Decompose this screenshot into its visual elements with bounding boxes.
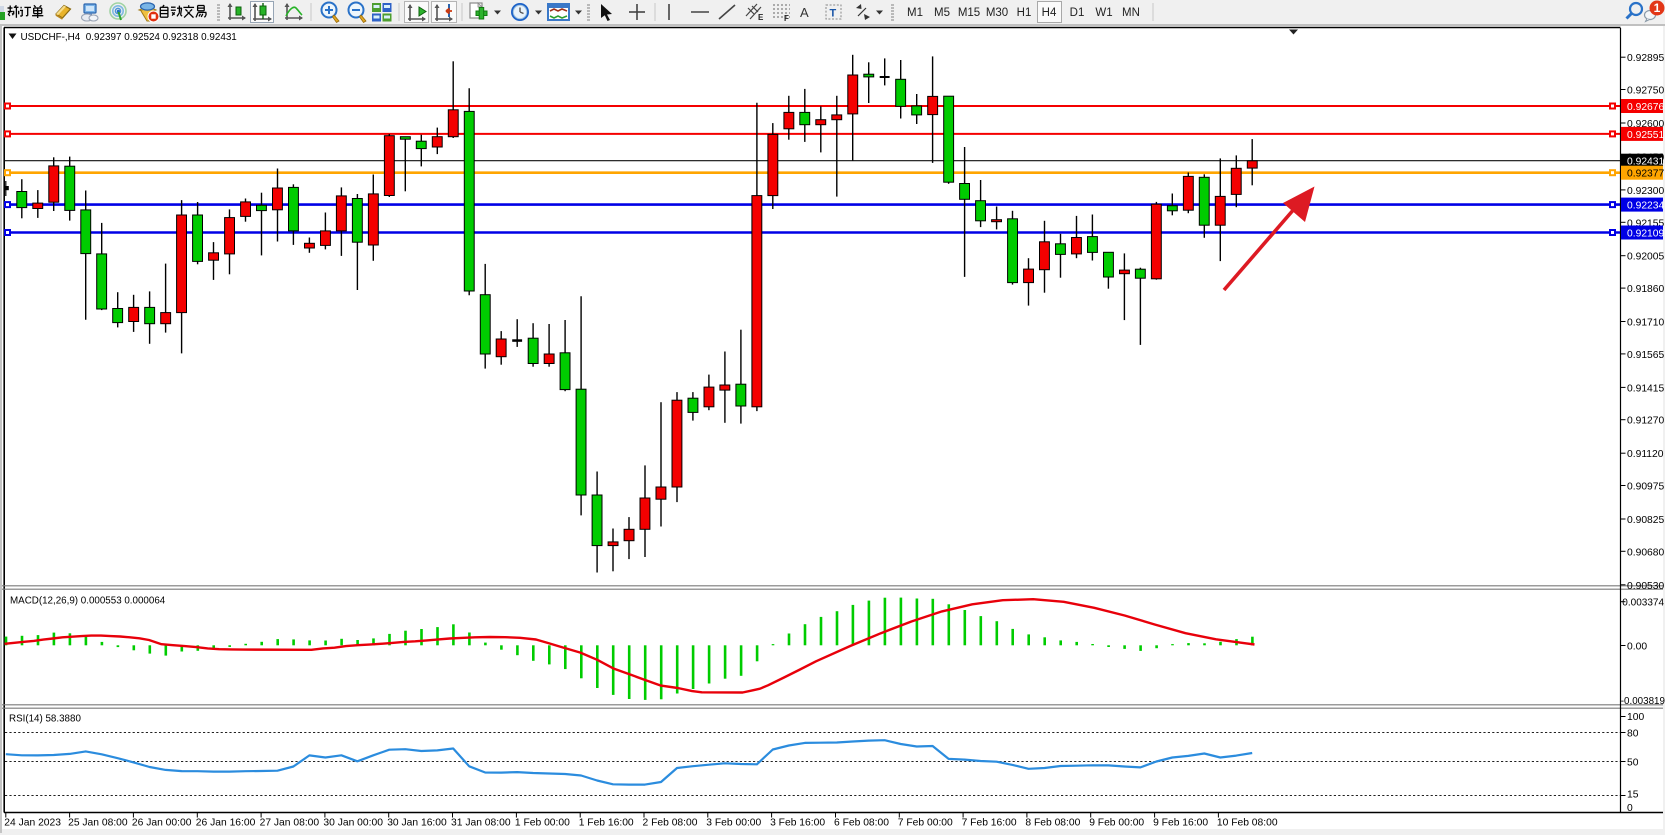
- svg-text:0.91415: 0.91415: [1627, 383, 1664, 394]
- svg-text:50: 50: [1627, 758, 1639, 769]
- svg-text:9 Feb 16:00: 9 Feb 16:00: [1153, 818, 1208, 829]
- svg-text:0.91120: 0.91120: [1627, 449, 1664, 460]
- svg-text:M1: M1: [907, 7, 923, 19]
- svg-text:A: A: [800, 5, 809, 20]
- svg-text:27 Jan 08:00: 27 Jan 08:00: [260, 818, 320, 829]
- svg-text:0.90825: 0.90825: [1627, 515, 1664, 526]
- svg-text:0.92300: 0.92300: [1627, 186, 1664, 197]
- svg-text:7 Feb 16:00: 7 Feb 16:00: [962, 818, 1017, 829]
- svg-text:M30: M30: [986, 7, 1008, 19]
- svg-text:0.91270: 0.91270: [1627, 416, 1664, 427]
- svg-text:26 Jan 16:00: 26 Jan 16:00: [196, 818, 256, 829]
- svg-text:7 Feb 00:00: 7 Feb 00:00: [898, 818, 953, 829]
- svg-text:0.90680: 0.90680: [1627, 547, 1664, 558]
- svg-text:3 Feb 16:00: 3 Feb 16:00: [770, 818, 825, 829]
- svg-text:25 Jan 08:00: 25 Jan 08:00: [68, 818, 128, 829]
- svg-text:0.92676: 0.92676: [1627, 102, 1664, 113]
- svg-text:30 Jan 16:00: 30 Jan 16:00: [387, 818, 447, 829]
- svg-text:0.92600: 0.92600: [1627, 119, 1664, 130]
- svg-text:0.92005: 0.92005: [1627, 252, 1664, 263]
- svg-text:1: 1: [1654, 1, 1661, 15]
- svg-text:0.92750: 0.92750: [1627, 86, 1664, 97]
- svg-text:1 Feb 16:00: 1 Feb 16:00: [579, 818, 634, 829]
- svg-text:0.92234: 0.92234: [1627, 201, 1664, 212]
- svg-text:24 Jan 2023: 24 Jan 2023: [4, 818, 61, 829]
- svg-text:0.92551: 0.92551: [1627, 130, 1664, 141]
- svg-text:3 Feb 00:00: 3 Feb 00:00: [706, 818, 761, 829]
- svg-text:0.90530: 0.90530: [1627, 581, 1664, 592]
- svg-text:-0.003819: -0.003819: [1621, 696, 1665, 707]
- svg-text:0.90975: 0.90975: [1627, 482, 1664, 493]
- svg-text:T: T: [830, 8, 837, 20]
- svg-text:0.92431: 0.92431: [1627, 157, 1664, 168]
- svg-text:MN: MN: [1122, 7, 1140, 19]
- svg-text:0.92377: 0.92377: [1627, 169, 1664, 180]
- svg-text:M15: M15: [958, 7, 980, 19]
- svg-text:6 Feb 08:00: 6 Feb 08:00: [834, 818, 889, 829]
- svg-text:0.92109: 0.92109: [1627, 229, 1664, 240]
- svg-text:31 Jan 08:00: 31 Jan 08:00: [451, 818, 511, 829]
- svg-text:M5: M5: [934, 7, 950, 19]
- svg-text:0.92895: 0.92895: [1627, 53, 1664, 64]
- svg-text:2 Feb 08:00: 2 Feb 08:00: [643, 818, 698, 829]
- svg-text:0.003374: 0.003374: [1622, 598, 1664, 609]
- svg-text:100: 100: [1627, 712, 1644, 723]
- svg-text:0: 0: [1627, 803, 1633, 814]
- svg-text:H1: H1: [1017, 7, 1032, 19]
- svg-text:MACD(12,26,9) 0.000553 0.00006: MACD(12,26,9) 0.000553 0.000064: [10, 596, 166, 607]
- svg-text:0.00: 0.00: [1627, 642, 1647, 653]
- svg-text:USDCHF-,H4 0.92397 0.92524 0.: USDCHF-,H4 0.92397 0.92524 0.92318 0.924…: [21, 32, 238, 43]
- svg-text:H4: H4: [1042, 7, 1057, 19]
- svg-text:9 Feb 00:00: 9 Feb 00:00: [1089, 818, 1144, 829]
- svg-text:F: F: [784, 14, 789, 23]
- svg-text:30 Jan 00:00: 30 Jan 00:00: [323, 818, 383, 829]
- svg-text:0.91565: 0.91565: [1627, 350, 1664, 361]
- svg-text:1 Feb 00:00: 1 Feb 00:00: [515, 818, 570, 829]
- svg-text:26 Jan 00:00: 26 Jan 00:00: [132, 818, 192, 829]
- svg-text:0.92155: 0.92155: [1627, 218, 1664, 229]
- svg-text:W1: W1: [1095, 7, 1112, 19]
- svg-text:E: E: [758, 13, 764, 22]
- svg-text:0.91710: 0.91710: [1627, 318, 1664, 329]
- svg-text:RSI(14) 58.3880: RSI(14) 58.3880: [9, 714, 81, 725]
- svg-text:15: 15: [1627, 790, 1639, 801]
- svg-text:0.91860: 0.91860: [1627, 284, 1664, 295]
- svg-text:8 Feb 08:00: 8 Feb 08:00: [1025, 818, 1080, 829]
- svg-text:10 Feb 08:00: 10 Feb 08:00: [1217, 818, 1278, 829]
- svg-text:D1: D1: [1070, 7, 1085, 19]
- svg-text:80: 80: [1627, 729, 1639, 740]
